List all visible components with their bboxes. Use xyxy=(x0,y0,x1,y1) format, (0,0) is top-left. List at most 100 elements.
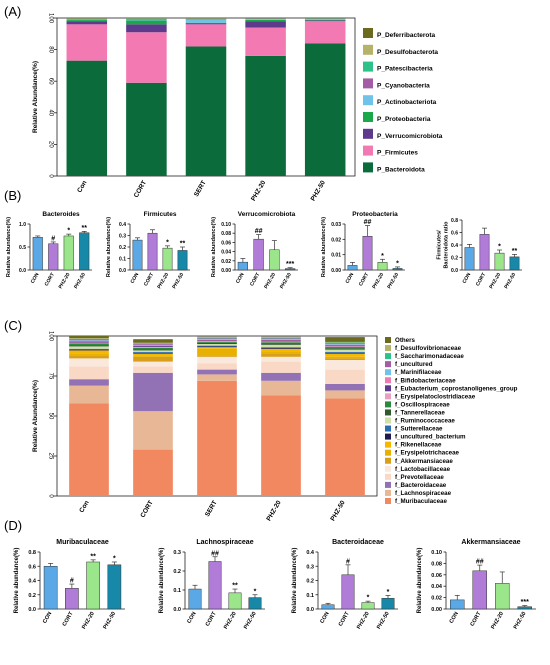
legend-swatch xyxy=(363,128,373,139)
y-tick-label: 0.00 xyxy=(331,268,341,274)
stack-segment xyxy=(185,46,227,176)
significance-label: * xyxy=(166,239,169,246)
x-tick-label: PHZ-20 xyxy=(263,272,277,290)
stack-segment xyxy=(261,340,301,342)
stack-segment xyxy=(261,372,301,381)
stack-segment xyxy=(261,337,301,338)
stack-segment xyxy=(325,344,365,345)
stack-segment xyxy=(325,342,365,344)
chart-title: Firmicutes xyxy=(144,211,177,218)
stack-segment xyxy=(197,374,237,381)
chart-title: Bacteroidaceae xyxy=(332,539,384,546)
legend-entry: f_uncultured_bacterium xyxy=(395,434,466,441)
y-tick-label: 1.0 xyxy=(19,222,26,228)
data-bar xyxy=(65,588,79,610)
chart-title: Akkermansiaceae xyxy=(461,539,520,546)
stack-segment xyxy=(197,380,237,496)
x-tick-label: CORT xyxy=(249,272,261,287)
y-tick-label: 0.0 xyxy=(28,607,36,613)
legend-swatch xyxy=(385,385,391,392)
y-tick-label: 0.0 xyxy=(119,268,126,274)
x-tick-label: CON xyxy=(42,611,53,625)
stack-segment xyxy=(69,349,109,351)
legend-swatch xyxy=(385,498,391,504)
bar-chart-b3: 0.00 0.02 0.04 0.06 0.08 0.10 Verrucomicrobiot… xyxy=(211,211,298,290)
stack-segment xyxy=(69,339,109,341)
stack-segment xyxy=(304,19,346,21)
data-bar xyxy=(464,247,475,271)
legend-entry: P_Proteobacteria xyxy=(377,116,431,123)
stack-segment xyxy=(325,341,365,343)
stack-segment xyxy=(69,345,109,347)
x-tick-label: CORT xyxy=(62,610,75,627)
significance-label: *** xyxy=(286,261,294,268)
stack-segment xyxy=(325,352,365,353)
legend-entry: P_Deferribacterota xyxy=(377,32,436,39)
stack-segment xyxy=(325,384,365,391)
y-tick-label: 0.8 xyxy=(28,550,36,556)
stack-segment xyxy=(133,372,173,412)
stack-segment xyxy=(69,346,109,349)
y-tick-label: 0.0 xyxy=(451,268,458,274)
y-tick-label: 0.10 xyxy=(221,222,231,228)
legend-swatch xyxy=(385,417,391,424)
legend-entry: P_Actinobacteriota xyxy=(377,99,437,106)
x-tick-label: CORT xyxy=(139,499,154,518)
y-tick-label: 0.4 xyxy=(306,550,315,556)
significance-label: ** xyxy=(82,225,88,232)
stack-segment xyxy=(325,398,365,496)
stack-segment xyxy=(133,353,173,356)
stack-segment xyxy=(133,346,173,348)
legend-entry: P_Desulfobacterota xyxy=(377,49,438,56)
stack-segment xyxy=(325,390,365,399)
legend-entry: f_Oscillospiraceae xyxy=(395,401,450,408)
stack-segment xyxy=(261,395,301,496)
stack-segment xyxy=(325,360,365,370)
stack-segment xyxy=(197,348,237,356)
legend-entry: f_Marinifilaceae xyxy=(395,369,442,376)
legend-swatch xyxy=(385,425,391,432)
legend-entry: P_Patescibacteria xyxy=(377,66,433,73)
stack-segment xyxy=(69,350,109,354)
legend-entry: f_Muribaculaceae xyxy=(395,498,447,505)
stack-segment xyxy=(261,380,301,396)
stack-segment xyxy=(69,403,109,496)
legend-entry: f_Sutterellaceae xyxy=(395,426,443,433)
legend-swatch xyxy=(363,44,373,55)
stack-segment xyxy=(69,348,109,350)
stack-segment xyxy=(133,361,173,367)
stack-segment xyxy=(133,411,173,450)
y-tick-label: 0.2 xyxy=(28,593,36,599)
y-tick-label: 0.0 xyxy=(173,607,181,613)
significance-label: * xyxy=(396,260,399,267)
data-bar xyxy=(269,249,280,271)
stack-segment xyxy=(197,337,237,338)
stack-segment xyxy=(197,338,237,340)
stack-segment xyxy=(126,32,167,83)
data-bar xyxy=(43,566,58,610)
y-tick-label: 0.02 xyxy=(431,596,442,602)
y-tick-label: 0.06 xyxy=(431,573,442,579)
x-tick-label: PHZ-50 xyxy=(102,611,117,630)
legend-entry: f_Lactobacillaceae xyxy=(395,466,451,473)
y-tick-label: 80 xyxy=(47,46,53,53)
legend-swatch xyxy=(385,473,391,480)
data-bar xyxy=(63,235,74,271)
legend-entry: f_Prevotellaceae xyxy=(395,474,444,481)
x-tick-label: PHZ-50 xyxy=(243,611,258,630)
x-tick-label: PHZ-50 xyxy=(171,272,185,290)
stack-segment xyxy=(197,356,237,364)
bar-chart-b4: 0.00 0.01 0.02 0.03 Proteobacteria Relative a… xyxy=(321,211,405,290)
stack-segment xyxy=(261,348,301,352)
stack-segment xyxy=(133,350,173,352)
data-bar xyxy=(472,570,487,610)
y-tick-label: 0.3 xyxy=(119,234,126,240)
y-tick-label: 0 xyxy=(47,174,53,178)
y-tick-label: 0.2 xyxy=(173,569,181,575)
significance-label: # xyxy=(51,235,55,242)
stack-segment xyxy=(325,352,365,354)
legend-swatch xyxy=(363,61,373,72)
legend-entry: f_Lachnospiraceae xyxy=(395,490,452,497)
significance-label: ## xyxy=(255,228,263,235)
